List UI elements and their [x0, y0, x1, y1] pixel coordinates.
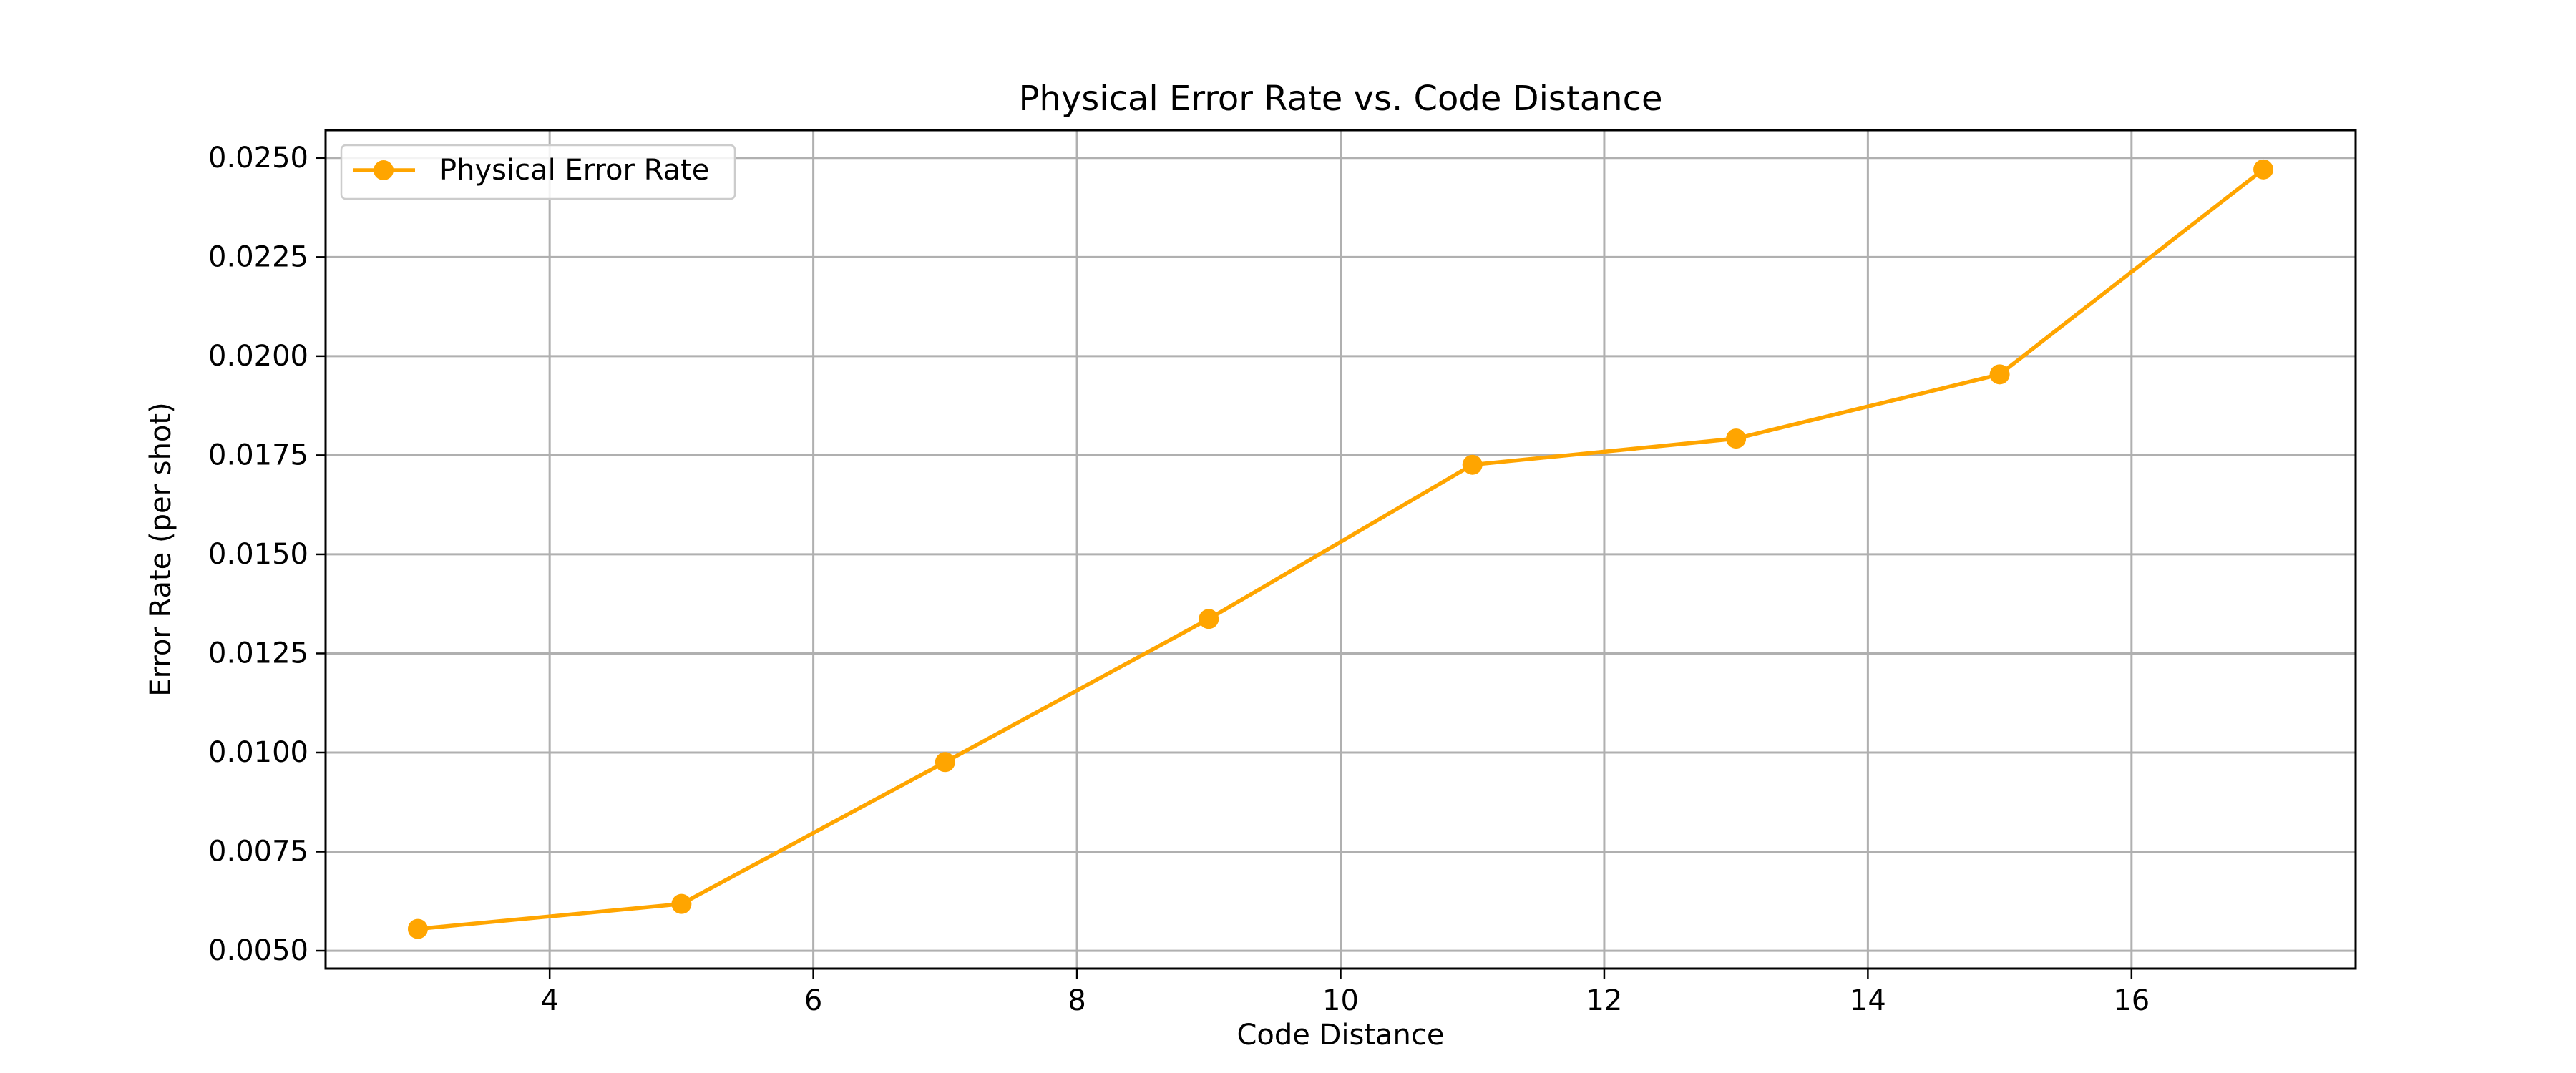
legend-label: Physical Error Rate	[439, 154, 709, 187]
y-tick-label: 0.0200	[208, 340, 308, 373]
data-point	[407, 918, 428, 939]
x-tick-label: 16	[2113, 984, 2150, 1017]
legend-box	[340, 144, 736, 200]
x-tick-label: 4	[540, 984, 558, 1017]
legend-marker-swatch	[374, 160, 394, 180]
x-tick-label: 14	[1850, 984, 1886, 1017]
grid	[326, 130, 2356, 969]
y-tick-label: 0.0150	[208, 538, 308, 571]
y-tick-label: 0.0225	[208, 240, 308, 273]
x-axis-label: Code Distance	[1236, 1019, 1444, 1052]
y-tick-label: 0.0175	[208, 438, 308, 471]
data-point	[671, 893, 692, 914]
x-tick-label: 6	[804, 984, 822, 1017]
data-point	[1989, 364, 2010, 385]
series-layer	[407, 159, 2274, 939]
legend: Physical Error Rate	[340, 144, 736, 200]
y-tick-label: 0.0250	[208, 142, 308, 175]
x-tick-label: 12	[1586, 984, 1622, 1017]
axis-ticks: 4 6 8 10 12 14 16 0.0050 0.0075 0.0100 0.0125 0.015…	[208, 142, 2150, 1017]
y-axis-label: Error Rate (per shot)	[145, 402, 177, 696]
data-point	[1462, 454, 1483, 475]
y-tick-label: 0.0100	[208, 736, 308, 769]
y-tick-label: 0.0125	[208, 637, 308, 670]
y-tick-label: 0.0050	[208, 934, 308, 967]
x-tick-label: 8	[1068, 984, 1085, 1017]
data-point	[935, 752, 955, 773]
data-point	[2253, 159, 2274, 180]
plot-frame	[324, 129, 2357, 970]
x-tick-label: 10	[1322, 984, 1359, 1017]
series-line	[416, 167, 2265, 931]
chart-title: Physical Error Rate vs. Code Distance	[1018, 79, 1662, 119]
y-tick-label: 0.0075	[208, 836, 308, 868]
data-point	[1726, 428, 1747, 449]
data-point	[1199, 609, 1219, 629]
